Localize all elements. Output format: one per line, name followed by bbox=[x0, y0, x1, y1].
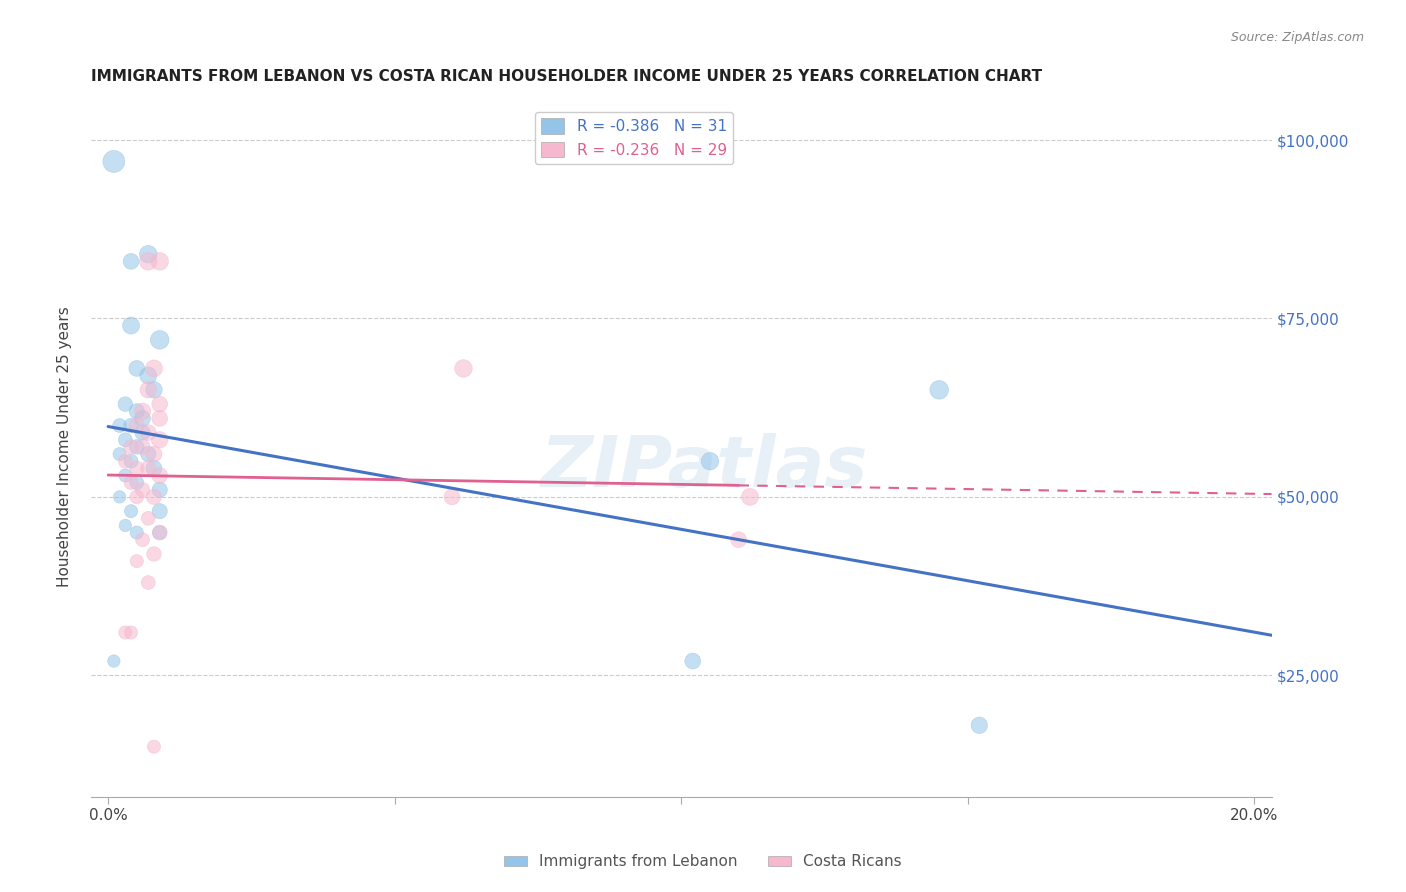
Point bbox=[125, 490, 148, 504]
Point bbox=[928, 383, 950, 397]
Point bbox=[103, 654, 125, 668]
Point bbox=[120, 475, 142, 490]
Point bbox=[131, 533, 153, 547]
Point bbox=[149, 411, 172, 425]
Text: ZIPatlas: ZIPatlas bbox=[541, 434, 869, 502]
Point bbox=[131, 404, 153, 418]
Point bbox=[125, 525, 148, 540]
Legend: Immigrants from Lebanon, Costa Ricans: Immigrants from Lebanon, Costa Ricans bbox=[498, 848, 908, 875]
Point bbox=[125, 361, 148, 376]
Point bbox=[108, 490, 131, 504]
Point bbox=[103, 154, 125, 169]
Point bbox=[131, 440, 153, 454]
Point bbox=[440, 490, 463, 504]
Point bbox=[149, 254, 172, 268]
Point bbox=[969, 718, 991, 732]
Point bbox=[143, 490, 166, 504]
Point bbox=[136, 511, 159, 525]
Point bbox=[143, 447, 166, 461]
Point bbox=[131, 425, 153, 440]
Point bbox=[125, 461, 148, 475]
Point bbox=[114, 468, 136, 483]
Point bbox=[120, 504, 142, 518]
Point bbox=[149, 504, 172, 518]
Point bbox=[108, 447, 131, 461]
Point bbox=[120, 418, 142, 433]
Point bbox=[136, 247, 159, 261]
Point bbox=[131, 483, 153, 497]
Point bbox=[727, 533, 749, 547]
Point bbox=[114, 397, 136, 411]
Point bbox=[136, 383, 159, 397]
Point bbox=[149, 525, 172, 540]
Point bbox=[143, 461, 166, 475]
Point bbox=[125, 440, 148, 454]
Point bbox=[120, 254, 142, 268]
Point bbox=[143, 739, 166, 754]
Point bbox=[136, 368, 159, 383]
Point bbox=[136, 254, 159, 268]
Point bbox=[120, 440, 142, 454]
Point bbox=[120, 454, 142, 468]
Point bbox=[738, 490, 761, 504]
Point bbox=[699, 454, 721, 468]
Point bbox=[114, 433, 136, 447]
Point bbox=[125, 554, 148, 568]
Point bbox=[136, 461, 159, 475]
Point bbox=[149, 468, 172, 483]
Point bbox=[136, 575, 159, 590]
Point bbox=[108, 418, 131, 433]
Point bbox=[136, 425, 159, 440]
Point bbox=[136, 447, 159, 461]
Point bbox=[114, 454, 136, 468]
Point bbox=[149, 483, 172, 497]
Point bbox=[120, 318, 142, 333]
Point bbox=[682, 654, 704, 668]
Point bbox=[131, 411, 153, 425]
Point bbox=[149, 333, 172, 347]
Point bbox=[125, 418, 148, 433]
Point bbox=[453, 361, 475, 376]
Point bbox=[149, 433, 172, 447]
Point bbox=[143, 383, 166, 397]
Point bbox=[143, 361, 166, 376]
Point bbox=[114, 625, 136, 640]
Text: IMMIGRANTS FROM LEBANON VS COSTA RICAN HOUSEHOLDER INCOME UNDER 25 YEARS CORRELA: IMMIGRANTS FROM LEBANON VS COSTA RICAN H… bbox=[91, 69, 1042, 84]
Point bbox=[125, 475, 148, 490]
Point bbox=[149, 397, 172, 411]
Point bbox=[149, 525, 172, 540]
Point bbox=[114, 518, 136, 533]
Text: Source: ZipAtlas.com: Source: ZipAtlas.com bbox=[1230, 31, 1364, 45]
Point bbox=[120, 625, 142, 640]
Y-axis label: Householder Income Under 25 years: Householder Income Under 25 years bbox=[58, 307, 72, 587]
Legend: R = -0.386   N = 31, R = -0.236   N = 29: R = -0.386 N = 31, R = -0.236 N = 29 bbox=[536, 112, 733, 163]
Point bbox=[125, 404, 148, 418]
Point bbox=[143, 547, 166, 561]
